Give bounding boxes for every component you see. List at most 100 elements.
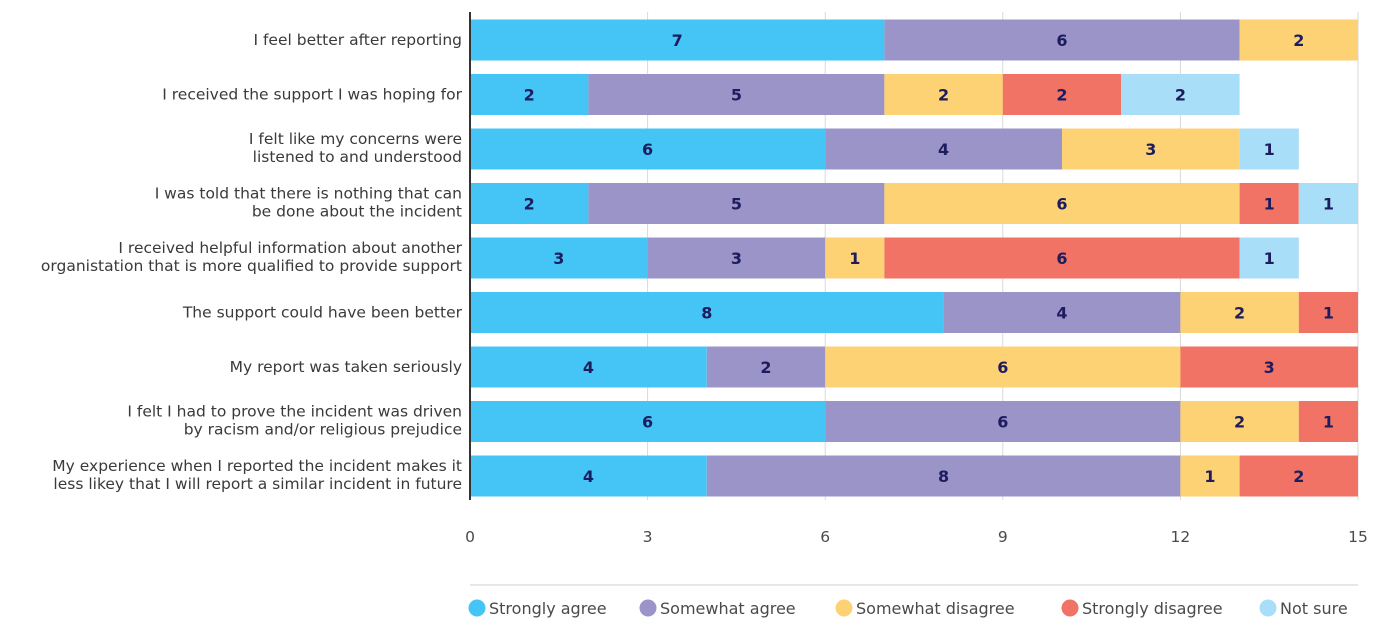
bar-strongly-agree: [470, 74, 589, 115]
legend-label: Somewhat agree: [660, 599, 796, 618]
bar-value-label: 6: [997, 358, 1008, 377]
bar-value-label: 6: [997, 413, 1008, 432]
bar-somewhat-disagree: [825, 237, 885, 279]
legend-label: Not sure: [1280, 599, 1348, 618]
bar-strongly-agree: [470, 401, 826, 442]
category-label: organistation that is more qualified to …: [41, 257, 462, 275]
category-label: listened to and understood: [253, 148, 462, 166]
legend-marker-strongly-disagree: [1061, 599, 1079, 617]
bar-value-label: 2: [1293, 31, 1304, 50]
bar-strongly-agree: [470, 292, 944, 333]
bar-somewhat-agree: [943, 292, 1181, 333]
category-label: I was told that there is nothing that ca…: [155, 185, 462, 203]
category-label: I received the support I was hoping for: [162, 86, 462, 104]
bar-somewhat-disagree: [825, 346, 1181, 388]
legend-label: Somewhat disagree: [856, 599, 1015, 618]
bar-strongly-agree: [470, 183, 589, 224]
x-tick-label: 15: [1348, 528, 1368, 546]
legend-label: Strongly disagree: [1082, 599, 1223, 618]
bar-somewhat-disagree: [1180, 455, 1240, 497]
bar-value-label: 6: [1056, 195, 1067, 214]
bar-value-label: 4: [1056, 304, 1067, 323]
category-label: I felt like my concerns were: [249, 130, 462, 148]
bar-value-label: 8: [938, 467, 949, 486]
bar-value-label: 2: [1234, 413, 1245, 432]
bar-somewhat-disagree: [884, 183, 1240, 224]
category-label: My experience when I reported the incide…: [52, 457, 462, 475]
bar-value-label: 4: [938, 140, 949, 159]
bar-value-label: 5: [731, 195, 742, 214]
bar-somewhat-disagree: [1180, 292, 1299, 333]
bar-value-label: 5: [731, 86, 742, 105]
bar-somewhat-disagree: [884, 74, 1003, 115]
bar-strongly-agree: [470, 346, 707, 388]
bar-strongly-agree: [470, 128, 826, 170]
bar-not-sure: [1121, 74, 1240, 115]
bar-value-label: 7: [672, 31, 683, 50]
bar-value-label: 2: [1234, 304, 1245, 323]
bar-not-sure: [1298, 183, 1358, 224]
bar-somewhat-agree: [884, 19, 1240, 61]
bar-strongly-disagree: [1298, 292, 1358, 333]
bar-value-label: 4: [583, 467, 594, 486]
bar-strongly-disagree: [1239, 183, 1299, 224]
bar-somewhat-agree: [647, 237, 826, 279]
bar-strongly-agree: [470, 455, 707, 497]
category-labels: I feel better after reporting I received …: [41, 31, 463, 493]
x-tick-label: 12: [1171, 528, 1191, 546]
bar-value-label: 2: [760, 358, 771, 377]
legend: Strongly agree Somewhat agree Somewhat dis…: [468, 584, 1358, 618]
bar-value-label: 6: [642, 140, 653, 159]
category-label: The support could have been better: [182, 304, 463, 322]
bar-somewhat-agree: [825, 401, 1181, 442]
bar-value-label: 4: [583, 358, 594, 377]
x-tick-label: 3: [643, 528, 653, 546]
x-tick-label: 9: [998, 528, 1008, 546]
bar-somewhat-disagree: [1180, 401, 1299, 442]
x-tick-labels: 0 3 6 9 12 15: [465, 528, 1368, 546]
bar-value-label: 3: [1145, 140, 1156, 159]
bar-somewhat-disagree: [1062, 128, 1240, 170]
bar-value-label: 1: [1323, 195, 1334, 214]
bar-not-sure: [1239, 237, 1299, 279]
category-label: My report was taken seriously: [230, 358, 462, 376]
bar-value-label: 1: [1264, 249, 1275, 268]
bar-value-label: 6: [1056, 31, 1067, 50]
category-label: I received helpful information about ano…: [118, 239, 462, 257]
bar-value-label: 2: [1056, 86, 1067, 105]
bar-value-label: 3: [1264, 358, 1275, 377]
bar-value-label: 1: [1264, 140, 1275, 159]
bar-value-label: 6: [1056, 249, 1067, 268]
bar-somewhat-agree: [588, 183, 885, 224]
bar-somewhat-agree: [588, 74, 885, 115]
bar-somewhat-agree: [825, 128, 1062, 170]
bar-strongly-disagree: [884, 237, 1240, 279]
bar-not-sure: [1239, 128, 1299, 170]
bar-value-label: 2: [1175, 86, 1186, 105]
bar-somewhat-agree: [706, 346, 826, 388]
legend-marker-somewhat-agree: [639, 599, 657, 617]
bar-value-label: 1: [1323, 304, 1334, 323]
bar-strongly-disagree: [1239, 455, 1358, 497]
bar-value-label: 2: [938, 86, 949, 105]
bar-strongly-agree: [470, 19, 885, 61]
bar-value-label: 1: [849, 249, 860, 268]
bar-value-label: 1: [1204, 467, 1215, 486]
bar-value-label: 1: [1264, 195, 1275, 214]
bar-value-label: 2: [524, 195, 535, 214]
category-label: be done about the incident: [252, 203, 462, 221]
bar-value-label: 6: [642, 413, 653, 432]
bar-value-label: 3: [731, 249, 742, 268]
bar-strongly-disagree: [1298, 401, 1358, 442]
category-label: I felt I had to prove the incident was d…: [127, 403, 462, 421]
bar-value-label: 2: [1293, 467, 1304, 486]
bar-somewhat-agree: [706, 455, 1181, 497]
category-label: I feel better after reporting: [253, 31, 462, 49]
bar-strongly-disagree: [1002, 74, 1122, 115]
legend-marker-strongly-agree: [468, 599, 486, 617]
category-label: by racism and/or religious prejudice: [184, 421, 462, 439]
bar-value-label: 3: [553, 249, 564, 268]
bar-value-label: 2: [524, 86, 535, 105]
